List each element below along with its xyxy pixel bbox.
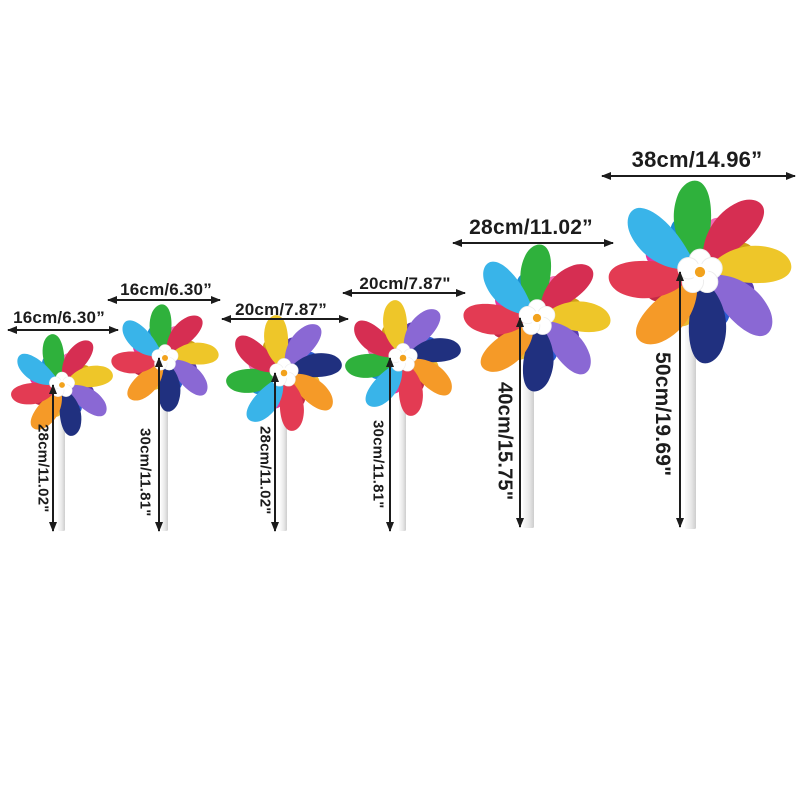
pinwheel-stick xyxy=(523,318,534,528)
width-dimension-arrow xyxy=(107,295,221,304)
height-dimension-label: 28cm/11.02" xyxy=(34,424,52,513)
pinwheel-stick xyxy=(685,272,696,529)
height-dimension-arrow xyxy=(270,372,279,532)
pinwheel-head xyxy=(111,304,219,412)
height-dimension-arrow xyxy=(385,357,394,532)
pinwheel-head xyxy=(226,315,342,431)
height-dimension-label: 30cm/11.81" xyxy=(369,420,387,509)
height-dimension-label: 40cm/15.75" xyxy=(493,382,516,501)
width-dimension-label: 20cm/7.87” xyxy=(235,300,327,319)
height-dimension-label: 30cm/11.81" xyxy=(136,428,154,517)
width-dimension-label: 16cm/6.30” xyxy=(120,280,212,299)
height-dimension-arrow xyxy=(515,317,524,528)
width-dimension-arrow xyxy=(452,238,614,247)
pinwheel-head xyxy=(608,180,792,364)
height-dimension-arrow xyxy=(154,357,163,532)
pinwheel-stick xyxy=(161,358,168,531)
pinwheel-stick xyxy=(58,385,65,531)
pinwheel-head xyxy=(11,334,113,436)
width-dimension-arrow xyxy=(342,288,466,297)
width-dimension-label: 38cm/14.96” xyxy=(631,147,763,172)
height-dimension-label: 50cm/19.69" xyxy=(650,352,674,477)
pinwheel-stick xyxy=(280,373,287,531)
pinwheel-head xyxy=(463,244,611,392)
width-dimension-arrow xyxy=(7,325,119,334)
width-dimension-label: 16cm/6.30” xyxy=(13,308,105,327)
pinwheel-stick xyxy=(399,358,406,531)
width-dimension-arrow xyxy=(221,314,349,323)
height-dimension-arrow xyxy=(48,384,57,532)
width-dimension-arrow xyxy=(601,171,796,180)
width-dimension-label: 20cm/7.87" xyxy=(359,274,451,293)
height-dimension-label: 28cm/11.02" xyxy=(256,426,274,515)
pinwheel-head xyxy=(345,300,461,416)
height-dimension-arrow xyxy=(675,271,684,528)
width-dimension-label: 28cm/11.02” xyxy=(469,216,593,239)
